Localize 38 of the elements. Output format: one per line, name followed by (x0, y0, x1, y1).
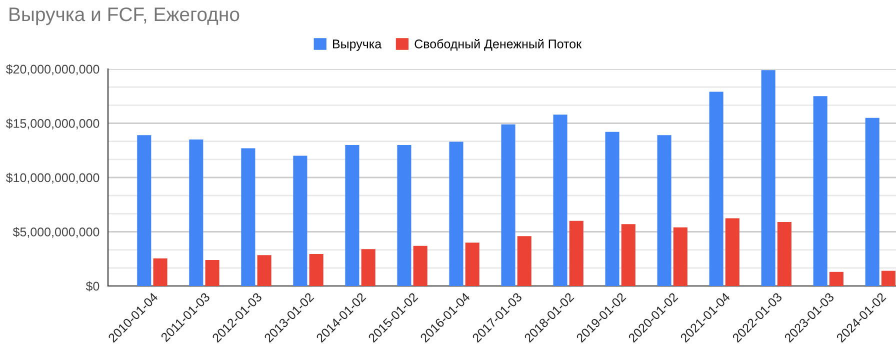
bar (777, 222, 792, 286)
bar (189, 140, 204, 286)
bar (309, 254, 324, 286)
bar (153, 258, 168, 286)
bar (517, 236, 532, 286)
y-tick-label: $5,000,000,000 (12, 227, 100, 238)
bar (205, 260, 220, 286)
y-tick-label: $10,000,000,000 (6, 172, 100, 184)
bar (569, 220, 584, 286)
bar (709, 92, 724, 286)
bar (761, 70, 776, 286)
bar (449, 142, 464, 286)
bar (413, 246, 428, 286)
bar (605, 132, 620, 286)
bar (397, 144, 412, 286)
bar (673, 227, 688, 286)
bar (137, 135, 152, 286)
chart-title: Выручка и FCF, Ежегодно (10, 7, 240, 26)
legend-label: Свободный Денежный Поток (414, 38, 582, 51)
bar (621, 224, 636, 286)
y-tick-label: $20,000,000,000 (6, 64, 100, 76)
bar (657, 135, 672, 286)
y-tick-label: $15,000,000,000 (6, 118, 100, 130)
bar (361, 249, 376, 286)
bar (465, 242, 480, 286)
bar (829, 272, 844, 286)
bar (241, 148, 256, 286)
bar (865, 118, 880, 286)
bar (293, 156, 308, 286)
bar (813, 96, 828, 286)
y-tick-label: $0 (86, 281, 100, 292)
bar (553, 114, 568, 286)
bar (725, 218, 740, 286)
bar (501, 124, 516, 286)
bar (881, 270, 896, 286)
bar (257, 255, 272, 286)
legend-label: Выручка (333, 40, 382, 51)
bar (345, 144, 360, 286)
